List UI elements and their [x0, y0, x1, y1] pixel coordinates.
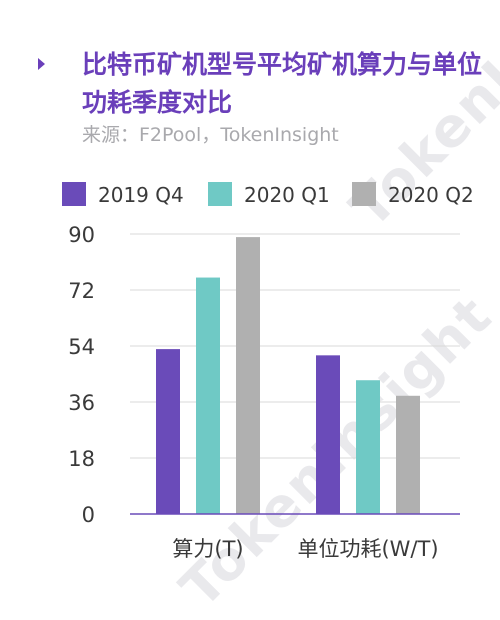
bar	[396, 395, 420, 514]
legend-label: 2020 Q2	[388, 183, 474, 207]
y-tick-label: 18	[68, 447, 95, 471]
bar	[236, 237, 260, 514]
legend-swatch	[352, 182, 376, 206]
bar	[316, 355, 340, 514]
chart-title: 比特币矿机型号平均矿机算力与单位功耗季度对比	[82, 50, 483, 117]
bar-chart: 0 18 36 54 72 90 算力(T) 单位功耗(W/T) 2019 Q4 2020 Q1 2…	[62, 182, 474, 561]
title-marker-icon	[38, 58, 45, 70]
legend-swatch	[208, 182, 232, 206]
bar	[156, 349, 180, 514]
bar	[356, 380, 380, 514]
chart-source: 来源：F2Pool，TokenInsight	[82, 124, 339, 146]
x-tick-label: 算力(T)	[172, 537, 243, 561]
x-tick-label: 单位功耗(W/T)	[297, 537, 438, 561]
y-tick-label: 36	[68, 391, 95, 415]
y-tick-label: 90	[68, 223, 95, 247]
bar	[196, 277, 220, 514]
legend-label: 2019 Q4	[98, 183, 184, 207]
y-tick-label: 72	[68, 279, 95, 303]
legend-label: 2020 Q1	[244, 183, 330, 207]
y-tick-label: 54	[68, 335, 95, 359]
legend-swatch	[62, 182, 86, 206]
y-tick-label: 0	[82, 503, 95, 527]
